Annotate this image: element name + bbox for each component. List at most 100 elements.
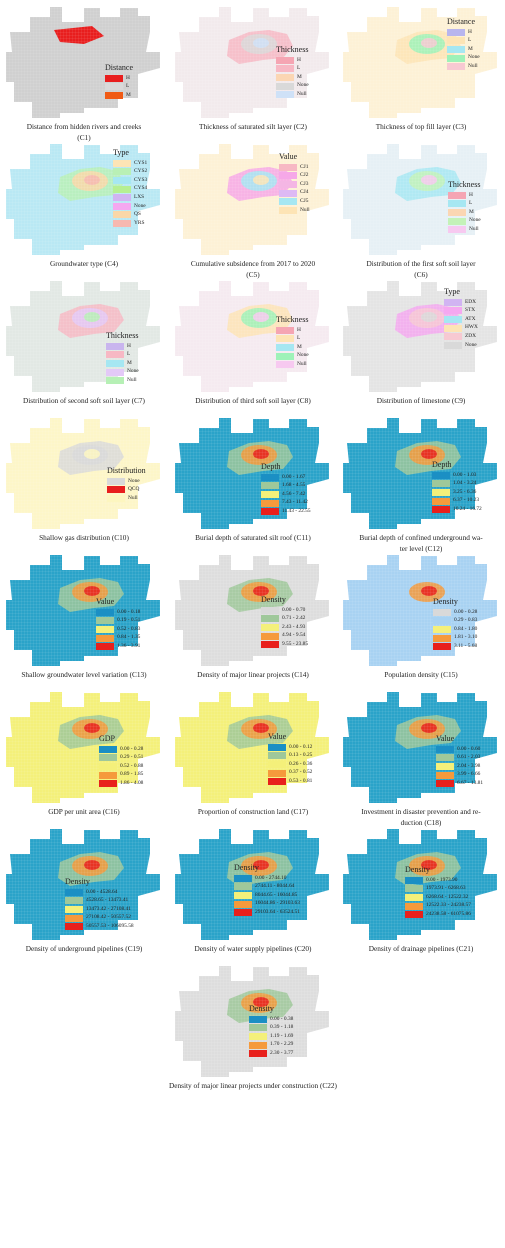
legend-label: 3.25 - 6.36 [453,488,477,495]
map-legend: Density 0.00 - 0.70 0.71 - 2.42 2.43 - 4.93… [261,596,308,649]
map-legend: Value 0.00 - 0.60 0.61 - 2.03 2.04 - 3.98 3.… [436,735,483,788]
legend-label: M [297,73,302,80]
legend-label: 0.53 - 0.81 [289,777,313,784]
legend-entry: YRS [113,219,147,228]
legend-swatch [405,876,423,884]
legend-entry: Null [276,90,309,99]
legend-label: 1973.91 - 6268.63 [426,885,466,892]
legend-swatch [96,643,114,651]
legend-label: 0.84 - 1.80 [454,625,478,632]
legend-swatch [279,206,297,214]
legend-label: 1.19 - 1.69 [270,1032,294,1039]
legend-entry: 29103.64 - 63524.51 [234,908,300,917]
legend-label: EDX [465,298,477,305]
legend-swatch [276,361,294,369]
legend-entry: 3.99 - 6.66 [436,771,483,780]
legend-swatch [99,780,117,788]
legend-entry: None [276,82,309,91]
caption-line: Shallow gas distribution (C10) [39,533,129,542]
legend-label: QS [134,211,141,218]
legend-entry: 11.43 - 22.55 [261,507,311,516]
legend-swatch [276,73,294,81]
legend-label: 0.00 - 0.70 [282,606,306,613]
legend-swatch [276,65,294,73]
map-legend: Density 0.00 - 1973.90 1973.91 - 6268.63 62… [405,866,471,919]
legend-entry: Null [279,206,310,215]
map-panel-c22: Density 0.00 - 0.38 0.39 - 1.18 1.19 - 1.69… [169,961,337,1097]
map-legend: Type CYS1 CYS2 CYS3 CYS4 LXS None QS YRS [113,149,147,228]
legend-label: 4.56 - 7.42 [282,490,306,497]
map-legend: Value 0.00 - 0.12 0.13 - 0.25 0.26 - 0.36 0.… [268,733,312,786]
legend-label: 50557.53 - 106095.58 [86,922,134,929]
legend-label: 6.37 - 10.23 [453,497,480,504]
district-map [343,281,497,392]
caption-line: Population density (C15) [384,670,458,679]
legend-entry: 0.29 - 0.83 [433,617,477,626]
legend-label: 16044.86 - 29103.63 [255,900,300,907]
legend-swatch [249,1050,267,1058]
legend-label: 3.11 - 5.68 [454,642,478,649]
legend-entry: 0.00 - 2744.10 [234,874,300,883]
legend-entry: 0.00 - 4528.64 [65,888,134,897]
legend-entry: Null [107,494,146,503]
district-map [175,281,329,392]
legend-entry: CYS2 [113,168,147,177]
legend-swatch [99,754,117,762]
legend-swatch [261,490,279,498]
legend-entry: QCQ [107,486,146,495]
legend-entry: 2744.11 - 8044.64 [234,883,300,892]
legend-title: Density [234,863,259,872]
caption-code: (C5) [246,269,260,279]
map-panel-c2: Thickness H L M None Null Thickness of saturat… [169,2,337,138]
legend-title: Distribution [107,466,146,475]
legend-entry: EDX [444,298,478,307]
legend-label: 3.99 - 6.66 [457,771,481,778]
legend-entry: 0.00 - 0.28 [433,608,477,617]
legend-label: 0.39 - 1.18 [270,1024,294,1031]
legend-swatch [249,1032,267,1040]
legend-swatch [444,298,462,306]
legend-swatch [433,643,451,651]
district-map [343,555,497,666]
legend-title: Thickness [106,331,139,340]
legend-title: Depth [261,462,281,471]
legend-swatch [433,625,451,633]
legend-entry: 1.19 - 1.69 [249,1032,293,1041]
legend-entry: CYS3 [113,176,147,185]
legend-label: STX [465,307,476,314]
legend-swatch [105,83,123,91]
legend-entry: L [276,335,309,344]
map-panel-c6: Thickness H L M None Null Distribution of the … [337,139,505,279]
caption-line: Distribution of third soft soil layer (C… [195,396,311,405]
map-panel-c11: Depth 0.00 - 1.67 1.68 - 4.55 4.56 - 7.42 7.… [169,413,337,549]
legend-swatch [261,482,279,490]
legend-title: Depth [432,460,452,469]
legend-label: 4528.65 - 13473.41 [86,897,129,904]
legend-entry: 0.26 - 0.36 [268,760,312,769]
legend-swatch [268,778,286,786]
legend-entry: 0.37 - 0.52 [268,769,312,778]
legend-entry: M [106,359,139,368]
legend-entry: None [276,352,309,361]
legend-entry: LXS [113,193,147,202]
legend-label: L [126,83,130,90]
legend-swatch [448,208,466,216]
map-legend: Thickness H L M None Null [276,316,309,369]
legend-entry: 0.00 - 0.60 [436,745,483,754]
legend-swatch [234,909,252,917]
legend-entry: STX [444,307,478,316]
legend-swatch [99,745,117,753]
map-legend: Thickness H L M None Null [276,46,309,99]
legend-label: 10.24 - 16.72 [453,505,482,512]
legend-label: None [127,368,139,375]
legend-entry: H [276,326,309,335]
legend-label: 0.52 - 0.83 [117,625,141,632]
legend-swatch [444,315,462,323]
legend-label: M [468,45,473,52]
legend-label: 0.00 - 0.28 [120,745,144,752]
legend-swatch [276,343,294,351]
legend-swatch [444,333,462,341]
legend-entry: H [105,74,133,83]
legend-entry: 0.13 - 0.25 [268,752,312,761]
legend-swatch [249,1041,267,1049]
